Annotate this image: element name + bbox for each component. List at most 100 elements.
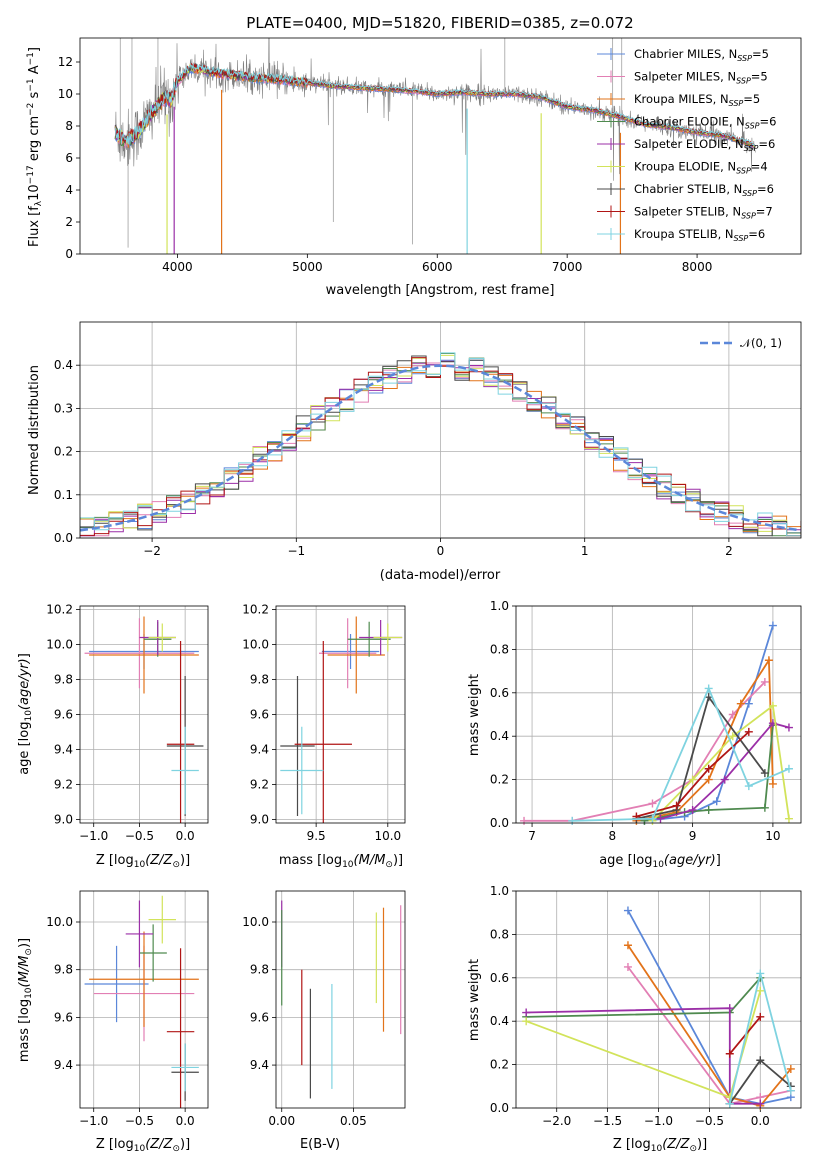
weight-vs-age-marker-salpeter-elodie <box>656 814 665 823</box>
mass-vs-z-ytick-label: 9.4 <box>54 1058 73 1072</box>
age-vs-z-ytick-label: 9.0 <box>54 813 73 827</box>
spectrum-xlabel: wavelength [Angstrom, rest frame] <box>326 283 555 298</box>
spectrum-xtick-label: 8000 <box>682 260 713 274</box>
weight-vs-z-line-kroupa-miles <box>627 944 792 1107</box>
mass-vs-ebv-xlabel: E(B-V) <box>300 1137 340 1152</box>
weight-vs-z-ytick-label: 1.0 <box>490 884 509 898</box>
legend-label-chabrier-stelib: Chabrier STELIB, NSSP=6 <box>634 182 774 198</box>
weight-vs-age-marker-kroupa-elodie <box>728 732 737 741</box>
residuals-xtick-label: −1 <box>287 544 305 558</box>
weight-vs-age-xtick-label: 9 <box>689 829 697 843</box>
mass-vs-ebv-frame <box>275 890 406 1109</box>
age-vs-mass-xtick-label: 10.0 <box>374 829 401 843</box>
weight-vs-z-line-salpeter-miles <box>627 966 791 1105</box>
mass-vs-ebv-xtick-label: 0.05 <box>340 1114 367 1128</box>
mass-vs-z-ylabel: mass [log10(M/M⊙)] <box>17 938 34 1062</box>
age-vs-z-ytick-label: 9.4 <box>54 743 73 757</box>
gaussian-curve <box>80 364 801 532</box>
weight-vs-age-marker-kroupa-elodie <box>768 701 777 710</box>
weight-vs-age-marker-kroupa-miles <box>768 779 777 788</box>
weight-vs-z-marker-kroupa-miles <box>623 941 632 950</box>
weight-vs-age-marker-chabrier-stelib <box>760 769 769 778</box>
spectrum-title: PLATE=0400, MJD=51820, FIBERID=0385, z=0… <box>246 14 633 32</box>
spectrum-ytick-label: 10 <box>58 87 73 101</box>
weight-vs-z-xlabel: Z [log10(Z/Z⊙)] <box>613 1137 707 1154</box>
weight-vs-age-marker-kroupa-stelib <box>648 814 657 823</box>
weight-vs-z-ytick-label: 0.4 <box>490 1014 509 1028</box>
weight-vs-z-xtick-label: −2.0 <box>542 1114 571 1128</box>
weight-vs-z-marker-salpeter-miles <box>623 962 632 971</box>
weight-vs-z-marker-kroupa-stelib <box>725 1099 734 1108</box>
weight-vs-z-xtick-label: −0.5 <box>695 1114 724 1128</box>
weight-vs-z-ytick-label: 0.6 <box>490 971 509 985</box>
weight-vs-age-marker-salpeter-elodie <box>688 805 697 814</box>
weight-vs-age-marker-kroupa-elodie <box>688 775 697 784</box>
spectrum-plot-area: 4000 5000 6000 7000 8000 0 2 4 6 8 10 12 <box>58 37 802 274</box>
weight-vs-age-marker-kroupa-stelib <box>704 684 713 693</box>
weight-vs-age-marker-salpeter-miles <box>520 816 529 825</box>
residuals-ytick-label: 0.0 <box>54 531 73 545</box>
residuals-ytick-label: 0.2 <box>54 445 73 459</box>
weight-vs-z-marker-kroupa-stelib <box>756 969 765 978</box>
mass-vs-ebv-ytick-label: 9.6 <box>250 1010 269 1024</box>
age-vs-z-panel: −1.0 −0.5 0.0 9.0 9.2 9.4 9.6 9.8 10.0 10.2 <box>46 603 209 843</box>
residuals-panel: −2 −1 0 1 2 0.0 0.1 0.2 0.3 0.4 (data-model)/erro… <box>27 321 802 583</box>
residuals-ytick-label: 0.1 <box>54 488 73 502</box>
mass-vs-z-panel: −1.0 −0.5 0.0 9.4 9.6 9.8 10.0 <box>46 890 209 1128</box>
residuals-frame <box>79 321 802 539</box>
mass-vs-z-xtick-label: 0.0 <box>176 1114 195 1128</box>
mass-vs-ebv-ytick-label: 10.0 <box>242 915 269 929</box>
residuals-xtick-label: 1 <box>581 544 589 558</box>
weight-vs-age-marker-salpeter-miles <box>648 799 657 808</box>
residuals-xtick-label: −2 <box>143 544 161 558</box>
weight-vs-z-frame <box>515 890 802 1109</box>
weight-vs-age-marker-kroupa-stelib <box>744 782 753 791</box>
mass-vs-z-frame <box>79 890 209 1109</box>
weight-vs-z-marker-salpeter-stelib <box>756 1012 765 1021</box>
weight-vs-age-frame <box>515 605 802 824</box>
age-vs-mass-ytick-label: 9.2 <box>250 778 269 792</box>
weight-vs-age-marker-chabrier-miles <box>744 699 753 708</box>
age-vs-mass-ytick-label: 9.6 <box>250 708 269 722</box>
residuals-ylabel: Normed distribution <box>27 365 42 495</box>
spectrum-ylabel: Flux [fλ10−17 erg cm−2 s−1 A−1] <box>26 47 44 247</box>
legend-label-salpeter-elodie: Salpeter ELODIE, NSSP=6 <box>634 137 775 153</box>
weight-vs-age-ytick-label: 0.0 <box>490 816 509 830</box>
weight-vs-age-marker-salpeter-stelib <box>672 801 681 810</box>
spectrum-panel: PLATE=0400, MJD=51820, FIBERID=0385, z=0… <box>26 14 802 298</box>
weight-vs-z-xtick-label: 0.0 <box>751 1114 770 1128</box>
weight-vs-z-marker-chabrier-stelib <box>756 1056 765 1065</box>
residual-hist-kroupa-stelib <box>80 352 801 537</box>
weight-vs-age-ytick-label: 0.6 <box>490 686 509 700</box>
age-vs-mass-frame <box>275 605 406 824</box>
residuals-ytick-label: 0.3 <box>54 401 73 415</box>
weight-vs-age-ytick-label: 0.8 <box>490 642 509 656</box>
weight-vs-z-ytick-label: 0.0 <box>490 1101 509 1115</box>
weight-vs-age-marker-kroupa-elodie <box>784 814 793 823</box>
legend-label-salpeter-stelib: Salpeter STELIB, NSSP=7 <box>634 205 773 221</box>
weight-vs-age-marker-chabrier-miles <box>712 797 721 806</box>
weight-vs-z-marker-salpeter-elodie <box>756 1099 765 1108</box>
spectrum-xtick-label: 5000 <box>292 260 323 274</box>
mass-vs-ebv-ytick-label: 9.8 <box>250 963 269 977</box>
weight-vs-age-marker-kroupa-miles <box>704 775 713 784</box>
weight-vs-age-xlabel: age [log10(age/yr)] <box>599 853 721 870</box>
weight-vs-age-marker-salpeter-stelib <box>744 727 753 736</box>
weight-vs-age-marker-salpeter-stelib <box>704 764 713 773</box>
weight-vs-age-line-kroupa-miles <box>636 657 774 822</box>
mass-vs-z-ytick-label: 10.0 <box>46 915 73 929</box>
age-vs-z-ytick-label: 9.6 <box>54 708 73 722</box>
mass-vs-z-ytick-label: 9.8 <box>54 963 73 977</box>
weight-vs-age-line-chabrier-stelib <box>636 695 766 820</box>
weight-vs-z-ytick-label: 0.2 <box>490 1058 509 1072</box>
spectrum-ytick-label: 0 <box>65 247 73 261</box>
mass-vs-z-ytick-label: 9.6 <box>54 1010 73 1024</box>
weight-vs-z-marker-kroupa-miles <box>786 1064 795 1073</box>
gaussian-legend-label: 𝒩(0, 1) <box>740 336 782 350</box>
weight-vs-z-marker-kroupa-elodie <box>756 986 765 995</box>
residuals-xtick-label: 2 <box>725 544 733 558</box>
legend-label-chabrier-elodie: Chabrier ELODIE, NSSP=6 <box>634 115 776 131</box>
weight-vs-age-ytick-label: 1.0 <box>490 599 509 613</box>
weight-vs-z-marker-salpeter-stelib <box>725 1049 734 1058</box>
weight-vs-age-panel: 7 8 9 10 0.0 0.2 0.4 0.6 0.8 1.0 <box>490 599 802 843</box>
